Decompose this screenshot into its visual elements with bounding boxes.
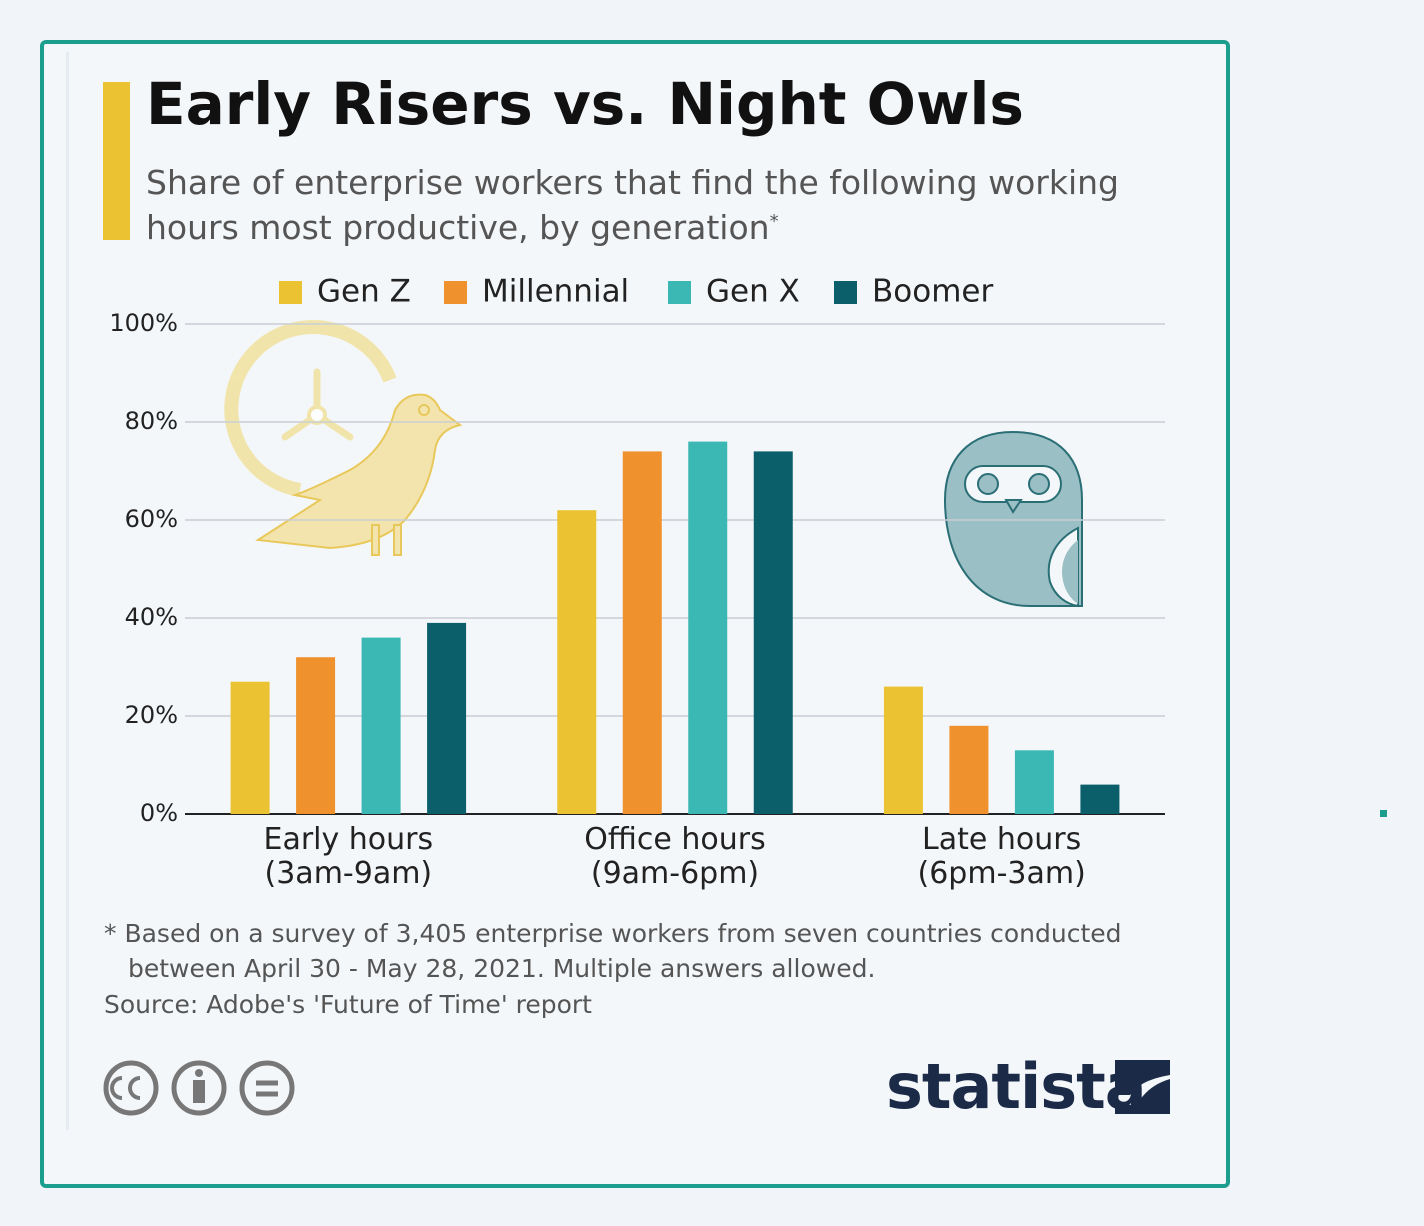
decor-dot xyxy=(1380,810,1387,817)
legend-label: Boomer xyxy=(872,274,993,310)
bar xyxy=(949,725,989,814)
bar xyxy=(230,681,270,814)
legend-label: Gen X xyxy=(706,274,800,310)
legend-swatch xyxy=(279,281,302,304)
legend-swatch xyxy=(444,281,467,304)
subtitle-text: Share of enterprise workers that find th… xyxy=(146,163,1119,247)
card-edge xyxy=(66,52,69,1130)
y-tick-label: 80% xyxy=(125,407,178,435)
chart-title: Early Risers vs. Night Owls xyxy=(146,70,1024,138)
license-icons xyxy=(103,1060,295,1116)
legend-swatch xyxy=(834,281,857,304)
owl-illustration xyxy=(943,430,1083,608)
y-tick-label: 100% xyxy=(109,309,178,337)
bar xyxy=(427,622,467,814)
x-tick-label: Office hours (9am-6pm) xyxy=(584,822,766,891)
bird-illustration xyxy=(224,320,463,556)
bar xyxy=(622,451,662,814)
brand: statista xyxy=(886,1050,1147,1123)
footnote: * Based on a survey of 3,405 enterprise … xyxy=(104,919,1122,983)
bar xyxy=(1014,750,1054,814)
x-tick-label: Late hours (6pm-3am) xyxy=(917,822,1086,891)
title-accent xyxy=(103,82,130,240)
legend-swatch xyxy=(668,281,691,304)
bar xyxy=(1080,784,1120,814)
y-tick-label: 40% xyxy=(125,603,178,631)
bar xyxy=(361,637,401,814)
y-tick-label: 60% xyxy=(125,505,178,533)
legend-label: Millennial xyxy=(482,274,629,310)
bar xyxy=(296,657,336,814)
x-tick-label: Early hours (3am-9am) xyxy=(263,822,434,891)
bar xyxy=(688,441,728,814)
bar xyxy=(883,686,923,814)
chart-subtitle: Share of enterprise workers that find th… xyxy=(146,160,1176,250)
y-tick-label: 20% xyxy=(125,701,178,729)
subtitle-marker: * xyxy=(769,211,779,232)
legend-label: Gen Z xyxy=(317,274,411,310)
source: Source: Adobe's 'Future of Time' report xyxy=(104,990,592,1019)
bar xyxy=(557,510,597,814)
bar xyxy=(753,451,793,814)
y-tick-label: 0% xyxy=(140,799,178,827)
brand-logo xyxy=(1115,1060,1170,1114)
